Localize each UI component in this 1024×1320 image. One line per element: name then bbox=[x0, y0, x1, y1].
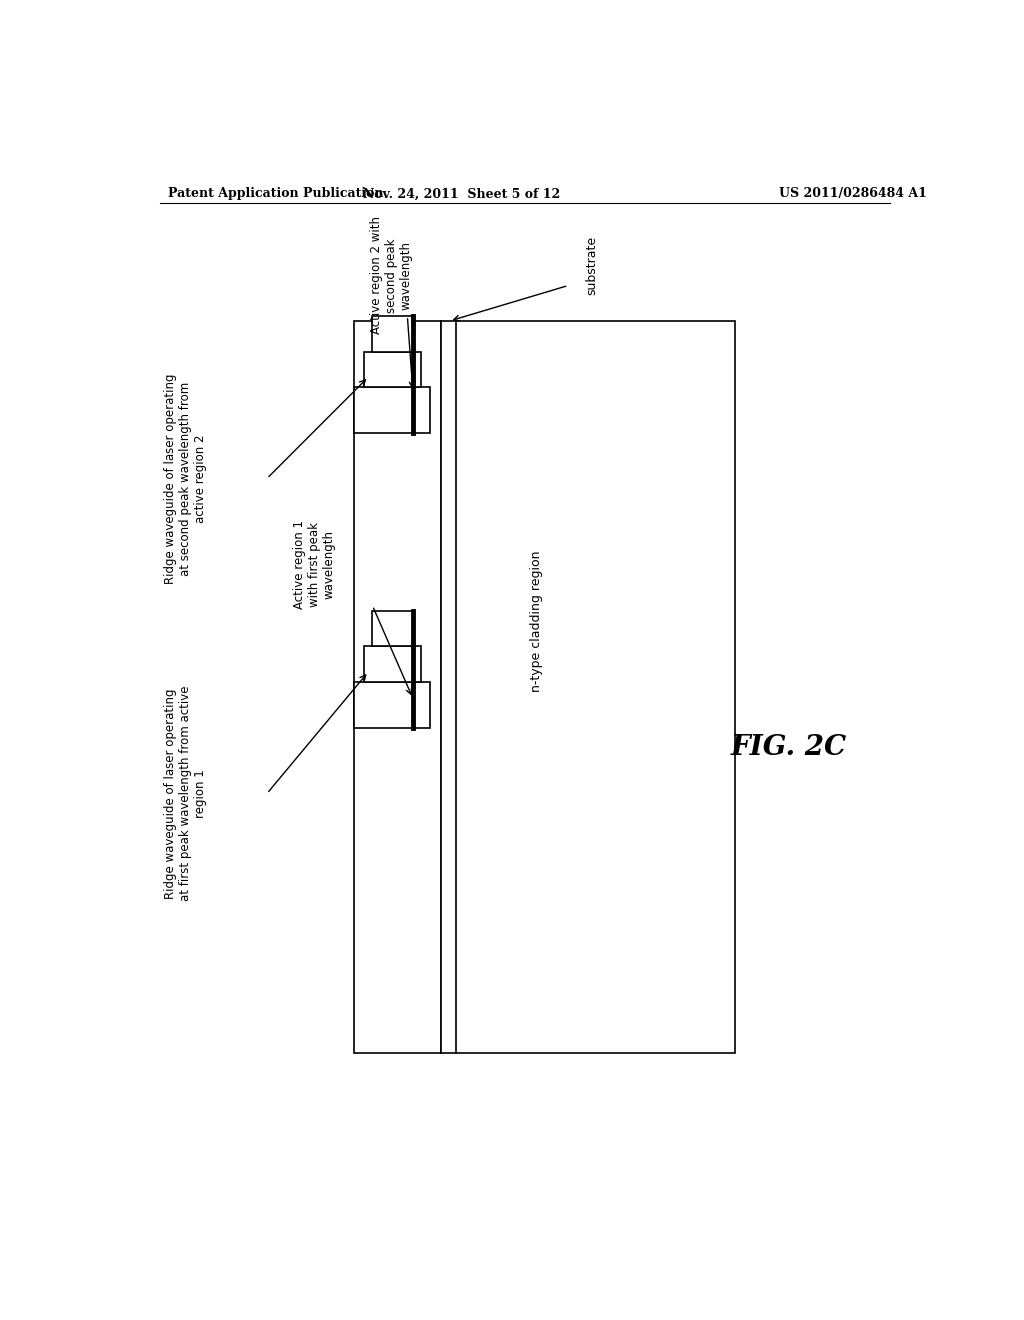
Bar bbox=[365, 351, 421, 387]
Bar bbox=[441, 321, 735, 1053]
Text: substrate: substrate bbox=[586, 235, 599, 294]
Text: n-type cladding region: n-type cladding region bbox=[530, 550, 543, 692]
Bar bbox=[354, 387, 430, 433]
Text: Ridge waveguide of laser operating
at first peak wavelength from active
region 1: Ridge waveguide of laser operating at fi… bbox=[164, 686, 207, 902]
Text: Patent Application Publication: Patent Application Publication bbox=[168, 187, 383, 201]
Text: US 2011/0286484 A1: US 2011/0286484 A1 bbox=[778, 187, 927, 201]
Bar bbox=[373, 611, 413, 647]
Text: Ridge waveguide of laser operating
at second peak wavelength from
active region : Ridge waveguide of laser operating at se… bbox=[164, 374, 207, 583]
Bar bbox=[354, 682, 430, 727]
Bar bbox=[354, 321, 441, 1053]
Text: Active region 1
with first peak
wavelength: Active region 1 with first peak waveleng… bbox=[293, 520, 336, 610]
Bar bbox=[365, 647, 421, 682]
Bar bbox=[373, 315, 413, 351]
Text: Nov. 24, 2011  Sheet 5 of 12: Nov. 24, 2011 Sheet 5 of 12 bbox=[362, 187, 560, 201]
Text: FIG. 2C: FIG. 2C bbox=[731, 734, 847, 762]
Text: Active region 2 with
second peak
wavelength: Active region 2 with second peak wavelen… bbox=[370, 216, 413, 334]
